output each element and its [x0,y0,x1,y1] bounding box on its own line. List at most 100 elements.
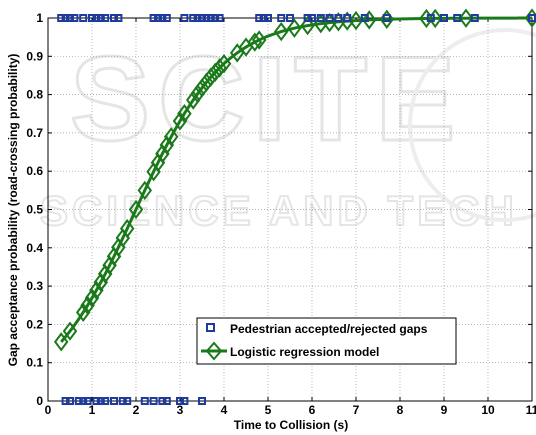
legend-label-observed: Pedestrian accepted/rejected gaps [230,322,428,336]
x-tick-label: 11 [526,403,536,417]
y-tick-label: 0.2 [26,317,43,331]
y-tick-label: 0 [36,394,43,408]
model-marker [62,321,78,341]
accepted-gap-point [470,14,479,22]
accepted-gap-point [426,14,435,22]
accepted-gap-point [193,14,202,22]
accepted-gap-point [259,14,268,22]
accepted-gap-point [57,14,66,22]
model-marker [159,135,175,155]
accepted-gap-point [61,14,70,22]
accepted-gap-point [211,14,220,22]
x-tick-label: 8 [397,403,404,417]
y-tick-label: 0.9 [26,49,43,63]
model-marker [80,295,95,316]
model-marker [89,280,104,300]
watermark: SCITE SCIENCE AND TECH [39,28,536,235]
rejected-gap-point [118,397,127,405]
accepted-gap-point [206,14,215,22]
accepted-gap-point [92,14,101,22]
model-marker [207,62,223,82]
model-marker [128,199,144,220]
accepted-gap-point [453,14,462,22]
accepted-gap-point [215,14,224,22]
y-tick-label: 0.6 [26,164,43,178]
rejected-gap-point [74,397,83,405]
accepted-gap-point [255,14,264,22]
model-marker [300,15,315,36]
accepted-gap-point [158,14,167,22]
rejected-gap-point [110,397,118,405]
accepted-gap-point [202,14,211,22]
y-tick-label: 0.1 [26,356,43,370]
rejected-gap-point [83,397,92,405]
rejected-gap-point [123,397,132,405]
x-tick-label: 0 [45,403,52,417]
rejected-gap-point [66,397,74,405]
rejected-gap-point [140,397,149,405]
accepted-gap-point [286,14,294,22]
model-marker [119,218,135,239]
rejected-gap-point [96,397,105,405]
svg-text:SCIENCE AND TECH: SCIENCE AND TECH [40,187,518,234]
model-marker [216,53,232,74]
model-marker [287,18,302,38]
observed-series [57,14,536,405]
axis-ticks: 0 1 2 3 4 5 6 7 8 9 10 11 0 0.1 0.2 0.3 0.4 0.5 0.6 0.7 0.8 0… [26,11,536,417]
rejected-gap-point [101,397,110,405]
accepted-gap-point [528,14,536,22]
x-tick-label: 3 [177,403,184,417]
legend: Pedestrian accepted/rejected gaps Logist… [196,317,457,365]
accepted-gap-point [277,14,286,22]
x-tick-label: 2 [133,403,140,417]
accepted-gap-point [440,14,448,22]
y-tick-label: 0.3 [26,279,43,293]
legend-label-model: Logistic regression model [230,345,379,359]
accepted-gap-point [154,14,162,22]
model-marker [203,67,219,87]
model-marker [137,180,153,201]
y-tick-label: 0.8 [26,88,43,102]
model-marker [199,72,214,93]
accepted-gap-point [303,14,312,22]
model-marker [177,103,192,124]
y-tick-label: 0.4 [26,241,43,255]
model-marker [185,90,201,110]
legend-box [196,317,457,365]
y-tick-label: 0.5 [26,203,43,217]
model-marker [194,78,210,98]
x-tick-label: 9 [441,403,448,417]
accepted-gap-point [149,14,158,22]
x-tick-label: 10 [481,403,495,417]
y-tick-label: 1 [36,11,43,25]
accepted-gap-point [66,14,74,22]
x-tick-label: 7 [353,403,360,417]
accepted-gap-point [264,14,272,22]
model-marker [75,302,91,323]
x-tick-label: 6 [309,403,316,417]
rejected-gap-point [149,397,158,405]
accepted-gap-point [360,14,369,22]
legend-marker-observed [206,323,215,332]
y-axis-label: Gap acceptance probability (road-crossin… [6,54,20,367]
x-tick-label: 5 [265,403,272,417]
svg-text:SCITE: SCITE [70,32,463,166]
x-tick-label: 1 [89,403,96,417]
accepted-gap-point [162,14,171,22]
accepted-gap-point [382,14,391,22]
accepted-gap-point [180,14,189,22]
x-tick-label: 4 [221,403,228,417]
accepted-gap-point [101,14,110,22]
rejected-gap-point [158,397,167,405]
accepted-gap-point [325,14,334,22]
model-marker [361,10,377,30]
y-tick-label: 0.7 [26,126,43,140]
x-axis-label: Time to Collision (s) [234,418,348,432]
model-marker [348,10,364,31]
model-marker [93,272,109,292]
rejected-gap-point [92,397,101,405]
accepted-gap-point [198,14,206,22]
model-marker [251,30,267,50]
accepted-gap-point [343,14,352,22]
rejected-gap-point [79,397,88,405]
